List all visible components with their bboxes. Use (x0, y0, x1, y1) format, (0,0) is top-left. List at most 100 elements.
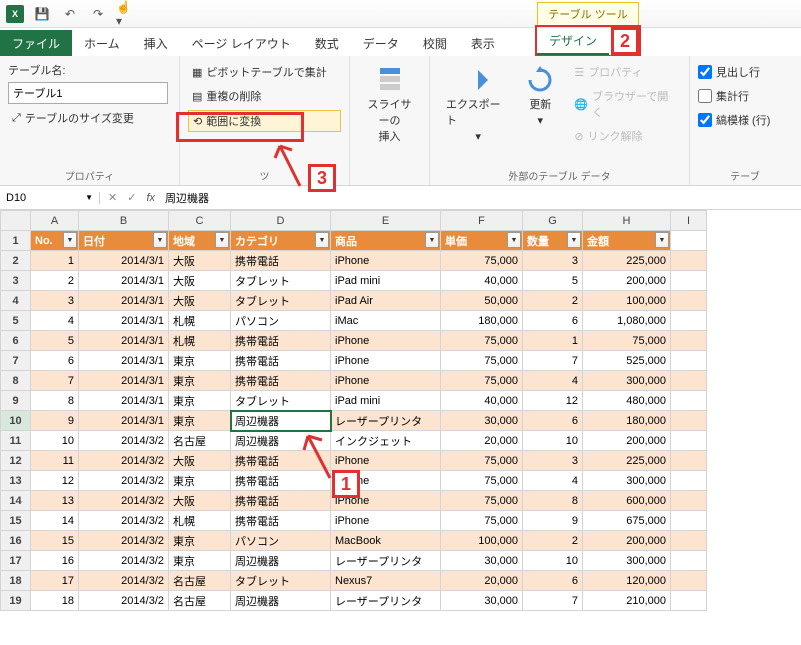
redo-icon[interactable]: ↷ (88, 4, 108, 24)
cell-B6[interactable]: 2014/3/1 (79, 331, 169, 351)
filter-dropdown-icon[interactable]: ▼ (425, 232, 439, 248)
cell-D10[interactable]: 周辺機器 (231, 411, 331, 431)
cell-H2[interactable]: 225,000 (583, 251, 671, 271)
row-header-4[interactable]: 4 (1, 291, 31, 311)
cell-H16[interactable]: 200,000 (583, 531, 671, 551)
cell-G12[interactable]: 3 (523, 451, 583, 471)
col-header-C[interactable]: C (169, 211, 231, 231)
row-header-10[interactable]: 10 (1, 411, 31, 431)
cell-G9[interactable]: 12 (523, 391, 583, 411)
cell-C17[interactable]: 東京 (169, 551, 231, 571)
table-header-4[interactable]: 商品▼ (331, 231, 441, 251)
cell-H5[interactable]: 1,080,000 (583, 311, 671, 331)
cell-F14[interactable]: 75,000 (441, 491, 523, 511)
cell-D18[interactable]: タブレット (231, 571, 331, 591)
cell-F18[interactable]: 20,000 (441, 571, 523, 591)
cell-G4[interactable]: 2 (523, 291, 583, 311)
total-row-checkbox[interactable]: 集計行 (698, 86, 792, 106)
cell-C11[interactable]: 名古屋 (169, 431, 231, 451)
cell-A17[interactable]: 16 (31, 551, 79, 571)
cell-E17[interactable]: レーザープリンタ (331, 551, 441, 571)
row-header-7[interactable]: 7 (1, 351, 31, 371)
table-header-6[interactable]: 数量▼ (523, 231, 583, 251)
cell-H14[interactable]: 600,000 (583, 491, 671, 511)
cell-G3[interactable]: 5 (523, 271, 583, 291)
col-header-A[interactable]: A (31, 211, 79, 231)
cell-D11[interactable]: 周辺機器 (231, 431, 331, 451)
cell-D9[interactable]: タブレット (231, 391, 331, 411)
row-header-9[interactable]: 9 (1, 391, 31, 411)
cell-B12[interactable]: 2014/3/2 (79, 451, 169, 471)
cell-C18[interactable]: 名古屋 (169, 571, 231, 591)
cell-H17[interactable]: 300,000 (583, 551, 671, 571)
save-icon[interactable]: 💾 (32, 4, 52, 24)
cell-D8[interactable]: 携帯電話 (231, 371, 331, 391)
cell-G5[interactable]: 6 (523, 311, 583, 331)
cell-G7[interactable]: 7 (523, 351, 583, 371)
cell-G15[interactable]: 9 (523, 511, 583, 531)
tab-design[interactable]: デザイン (537, 27, 609, 55)
table-name-input[interactable] (8, 82, 168, 104)
header-row-checkbox[interactable]: 見出し行 (698, 62, 792, 82)
formula-value[interactable]: 周辺機器 (165, 190, 209, 206)
row-header-6[interactable]: 6 (1, 331, 31, 351)
cell-A13[interactable]: 12 (31, 471, 79, 491)
cell-D12[interactable]: 携帯電話 (231, 451, 331, 471)
cell-B4[interactable]: 2014/3/1 (79, 291, 169, 311)
cell-B16[interactable]: 2014/3/2 (79, 531, 169, 551)
cell-G10[interactable]: 6 (523, 411, 583, 431)
touch-mode-icon[interactable]: ☝▾ (116, 4, 136, 24)
cell-D3[interactable]: タブレット (231, 271, 331, 291)
cell-C6[interactable]: 札幌 (169, 331, 231, 351)
row-header-17[interactable]: 17 (1, 551, 31, 571)
cell-C10[interactable]: 東京 (169, 411, 231, 431)
cell-E10[interactable]: レーザープリンタ (331, 411, 441, 431)
cell-C16[interactable]: 東京 (169, 531, 231, 551)
cell-E15[interactable]: iPhone (331, 511, 441, 531)
row-header-18[interactable]: 18 (1, 571, 31, 591)
worksheet-grid[interactable]: ABCDEFGHI1No.▼日付▼地域▼カテゴリ▼商品▼単価▼数量▼金額▼212… (0, 210, 801, 611)
cell-A10[interactable]: 9 (31, 411, 79, 431)
cell-G19[interactable]: 7 (523, 591, 583, 611)
cell-H12[interactable]: 225,000 (583, 451, 671, 471)
row-header-11[interactable]: 11 (1, 431, 31, 451)
col-header-B[interactable]: B (79, 211, 169, 231)
cell-B18[interactable]: 2014/3/2 (79, 571, 169, 591)
cell-H7[interactable]: 525,000 (583, 351, 671, 371)
cell-D17[interactable]: 周辺機器 (231, 551, 331, 571)
cell-B15[interactable]: 2014/3/2 (79, 511, 169, 531)
row-header-12[interactable]: 12 (1, 451, 31, 471)
cell-D2[interactable]: 携帯電話 (231, 251, 331, 271)
cell-G16[interactable]: 2 (523, 531, 583, 551)
cell-B17[interactable]: 2014/3/2 (79, 551, 169, 571)
cell-F3[interactable]: 40,000 (441, 271, 523, 291)
cell-F8[interactable]: 75,000 (441, 371, 523, 391)
cell-F16[interactable]: 100,000 (441, 531, 523, 551)
cell-A6[interactable]: 5 (31, 331, 79, 351)
cell-B19[interactable]: 2014/3/2 (79, 591, 169, 611)
cell-A7[interactable]: 6 (31, 351, 79, 371)
cell-E12[interactable]: iPhone (331, 451, 441, 471)
filter-dropdown-icon[interactable]: ▼ (215, 232, 229, 248)
cell-D5[interactable]: パソコン (231, 311, 331, 331)
tab-review[interactable]: 校閲 (411, 30, 459, 56)
row-header-13[interactable]: 13 (1, 471, 31, 491)
filter-dropdown-icon[interactable]: ▼ (153, 232, 167, 248)
cell-E18[interactable]: Nexus7 (331, 571, 441, 591)
filter-dropdown-icon[interactable]: ▼ (315, 232, 329, 248)
row-header-14[interactable]: 14 (1, 491, 31, 511)
cell-F12[interactable]: 75,000 (441, 451, 523, 471)
cell-E4[interactable]: iPad Air (331, 291, 441, 311)
cell-B9[interactable]: 2014/3/1 (79, 391, 169, 411)
row-header-8[interactable]: 8 (1, 371, 31, 391)
cell-A2[interactable]: 1 (31, 251, 79, 271)
export-button[interactable]: エクスポート▾ (438, 62, 518, 147)
cell-D14[interactable]: 携帯電話 (231, 491, 331, 511)
filter-dropdown-icon[interactable]: ▼ (63, 232, 77, 248)
banded-rows-checkbox[interactable]: 縞模様 (行) (698, 110, 792, 130)
cell-B10[interactable]: 2014/3/1 (79, 411, 169, 431)
cell-C12[interactable]: 大阪 (169, 451, 231, 471)
cell-G8[interactable]: 4 (523, 371, 583, 391)
cell-E3[interactable]: iPad mini (331, 271, 441, 291)
col-header-I[interactable]: I (671, 211, 707, 231)
